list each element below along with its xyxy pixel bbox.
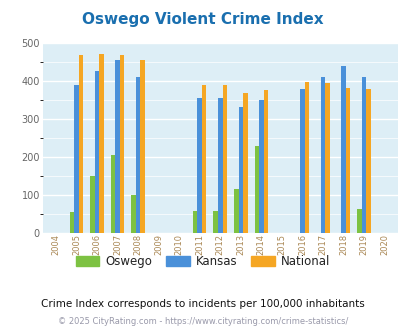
Legend: Oswego, Kansas, National: Oswego, Kansas, National bbox=[71, 250, 334, 273]
Bar bbox=[94, 71, 99, 233]
Bar bbox=[131, 195, 136, 233]
Bar bbox=[111, 155, 115, 233]
Bar bbox=[345, 88, 350, 233]
Bar bbox=[115, 60, 119, 233]
Bar bbox=[356, 209, 361, 233]
Bar bbox=[233, 189, 238, 233]
Bar bbox=[361, 77, 365, 233]
Bar bbox=[365, 89, 370, 233]
Bar bbox=[213, 211, 217, 233]
Bar bbox=[74, 85, 79, 233]
Bar bbox=[222, 85, 226, 233]
Bar bbox=[320, 77, 324, 233]
Bar bbox=[340, 66, 345, 233]
Bar bbox=[197, 98, 201, 233]
Bar bbox=[70, 212, 74, 233]
Bar bbox=[258, 100, 263, 233]
Bar bbox=[304, 82, 309, 233]
Bar bbox=[79, 55, 83, 233]
Bar bbox=[201, 85, 206, 233]
Bar bbox=[192, 211, 197, 233]
Text: © 2025 CityRating.com - https://www.cityrating.com/crime-statistics/: © 2025 CityRating.com - https://www.city… bbox=[58, 317, 347, 326]
Bar bbox=[99, 53, 104, 233]
Bar bbox=[254, 146, 258, 233]
Bar bbox=[263, 90, 267, 233]
Bar bbox=[140, 60, 145, 233]
Bar bbox=[217, 98, 222, 233]
Bar bbox=[299, 89, 304, 233]
Bar bbox=[324, 83, 329, 233]
Bar bbox=[90, 176, 94, 233]
Bar bbox=[243, 93, 247, 233]
Text: Oswego Violent Crime Index: Oswego Violent Crime Index bbox=[82, 12, 323, 26]
Bar bbox=[238, 108, 243, 233]
Bar bbox=[119, 55, 124, 233]
Bar bbox=[136, 77, 140, 233]
Text: Crime Index corresponds to incidents per 100,000 inhabitants: Crime Index corresponds to incidents per… bbox=[41, 299, 364, 309]
